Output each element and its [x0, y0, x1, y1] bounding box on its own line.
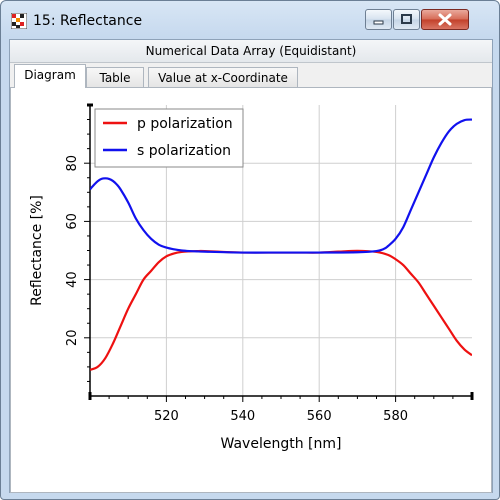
maximize-button[interactable] — [393, 9, 420, 30]
minimize-icon — [373, 20, 384, 25]
minimize-button[interactable] — [365, 9, 392, 30]
y-tick-label: 20 — [65, 330, 80, 347]
view-tabs: Diagram Table Value at x-Coordinate — [10, 63, 492, 88]
maximize-icon — [401, 14, 412, 24]
title-bar[interactable]: 15: Reflectance — [1, 1, 499, 39]
y-axis-label: Reflectance [%] — [29, 195, 45, 306]
app-icon — [11, 13, 27, 29]
tab-table[interactable]: Table — [86, 67, 144, 87]
x-tick-label: 540 — [230, 409, 255, 424]
window-title: 15: Reflectance — [33, 13, 143, 29]
y-tick-label: 60 — [65, 213, 80, 230]
x-tick-label: 560 — [307, 409, 332, 424]
legend-s-label: s polarization — [137, 143, 231, 159]
legend-box — [94, 108, 244, 168]
s-polarization-line — [90, 118, 472, 254]
close-icon — [438, 13, 452, 26]
diagram-panel: 520 540 560 580 20 40 60 80 Wavelength [nm] Refle… — [10, 87, 492, 493]
reflectance-chart: 520 540 560 580 20 40 60 80 Wavelength [nm] Refle… — [29, 103, 474, 452]
x-axis-label: Wavelength [nm] — [221, 436, 342, 452]
p-polarization-line — [90, 249, 472, 371]
close-button[interactable] — [421, 9, 469, 30]
x-tick-label: 520 — [154, 409, 179, 424]
y-tick-label: 80 — [65, 155, 80, 172]
x-tick-label: 580 — [383, 409, 408, 424]
legend-p-label: p polarization — [137, 116, 233, 132]
tab-value-at-x[interactable]: Value at x-Coordinate — [148, 67, 298, 87]
document-area: Numerical Data Array (Equidistant) Diagr… — [9, 39, 493, 493]
y-tick-label: 40 — [65, 271, 80, 288]
tab-diagram[interactable]: Diagram — [14, 64, 86, 88]
data-type-label: Numerical Data Array (Equidistant) — [10, 40, 492, 63]
